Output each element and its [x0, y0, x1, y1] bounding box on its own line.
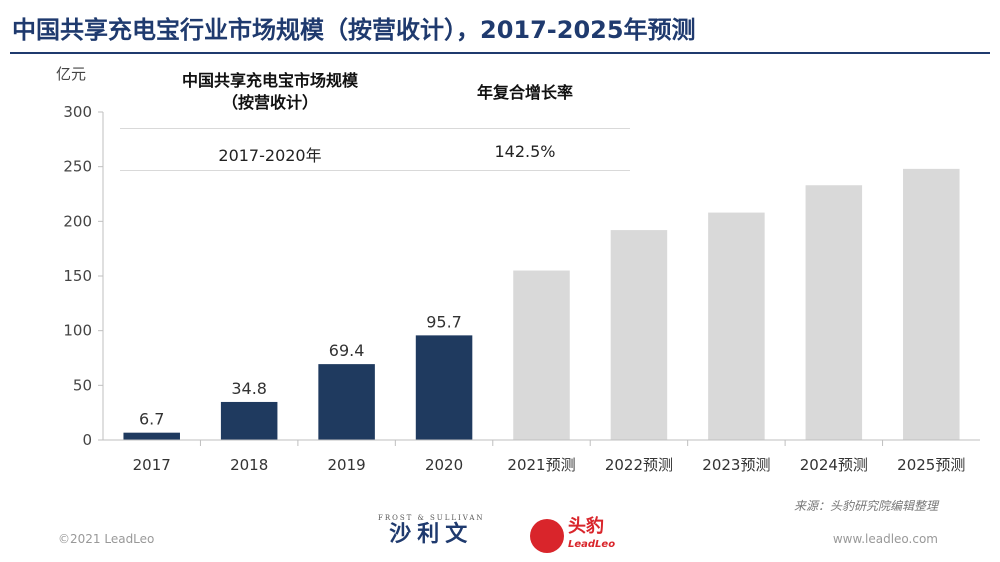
- y-axis-unit: 亿元: [56, 65, 86, 83]
- x-tick-label: 2023预测: [702, 456, 770, 474]
- frost-sullivan-text: FROST & SULLIVAN: [378, 514, 485, 522]
- bar: [805, 185, 863, 440]
- data-label: 6.7: [139, 410, 164, 429]
- data-labels: 6.7 34.8 69.4 95.7: [139, 312, 462, 428]
- bar: [903, 168, 960, 440]
- y-tick-label: 0: [82, 431, 92, 449]
- x-tick-label: 2022预测: [605, 456, 673, 474]
- leadleo-logo: 头豹 LeadLeo: [530, 518, 615, 554]
- bar: [318, 364, 375, 440]
- leadleo-en: LeadLeo: [568, 539, 616, 550]
- bar: [513, 270, 570, 440]
- leopard-logo-icon: [530, 519, 564, 553]
- bar: [220, 401, 278, 440]
- table-header-cagr: 年复合增长率: [476, 83, 573, 102]
- table-header-market-size: 中国共享充电宝市场规模 （按营收计）: [181, 71, 358, 112]
- x-tick-label: 2019: [328, 456, 366, 474]
- title-divider: [10, 52, 990, 54]
- website-link[interactable]: www.leadleo.com: [832, 532, 938, 546]
- x-tick-label: 2025预测: [897, 456, 965, 474]
- y-tick-label: 100: [63, 322, 92, 340]
- x-axis: 2017 2018 2019 2020 2021预测 2022预测 2023预测 2024预测…: [103, 439, 980, 474]
- y-tick-label: 200: [63, 212, 92, 230]
- data-label: 69.4: [329, 341, 365, 360]
- leadleo-cn: 头豹: [568, 516, 604, 537]
- table-bottom-divider: [120, 170, 630, 171]
- x-tick-label: 2018: [230, 456, 268, 474]
- source-note: 来源：头豹研究院编辑整理: [793, 499, 938, 513]
- bar: [610, 230, 668, 440]
- table-period: 2017-2020年: [218, 146, 322, 165]
- x-tick-label: 2017: [133, 456, 171, 474]
- frost-sullivan-logo: FROST & SULLIVAN 沙利文: [378, 514, 485, 548]
- x-tick-label: 2021预测: [507, 456, 575, 474]
- chart-title: 中国共享充电宝行业市场规模（按营收计），2017-2025年预测: [12, 16, 696, 44]
- table-cagr-value: 142.5%: [494, 142, 556, 161]
- y-axis: 亿元 0 50 100 150 200 250 300: [56, 65, 104, 449]
- bar: [708, 212, 765, 440]
- bars: [123, 168, 960, 440]
- y-tick-label: 50: [73, 376, 92, 394]
- x-tick-label: 2020: [425, 456, 463, 474]
- bar: [415, 335, 473, 440]
- data-label: 34.8: [231, 379, 267, 398]
- y-tick-label: 300: [63, 103, 92, 121]
- frost-sullivan-cn: 沙利文: [389, 522, 474, 547]
- table-divider: [120, 128, 630, 129]
- y-tick-label: 250: [63, 158, 92, 176]
- y-tick-label: 150: [63, 267, 92, 285]
- copyright: ©2021 LeadLeo: [58, 532, 155, 546]
- bar: [123, 432, 180, 440]
- data-label: 95.7: [426, 312, 462, 331]
- x-tick-label: 2024预测: [800, 456, 868, 474]
